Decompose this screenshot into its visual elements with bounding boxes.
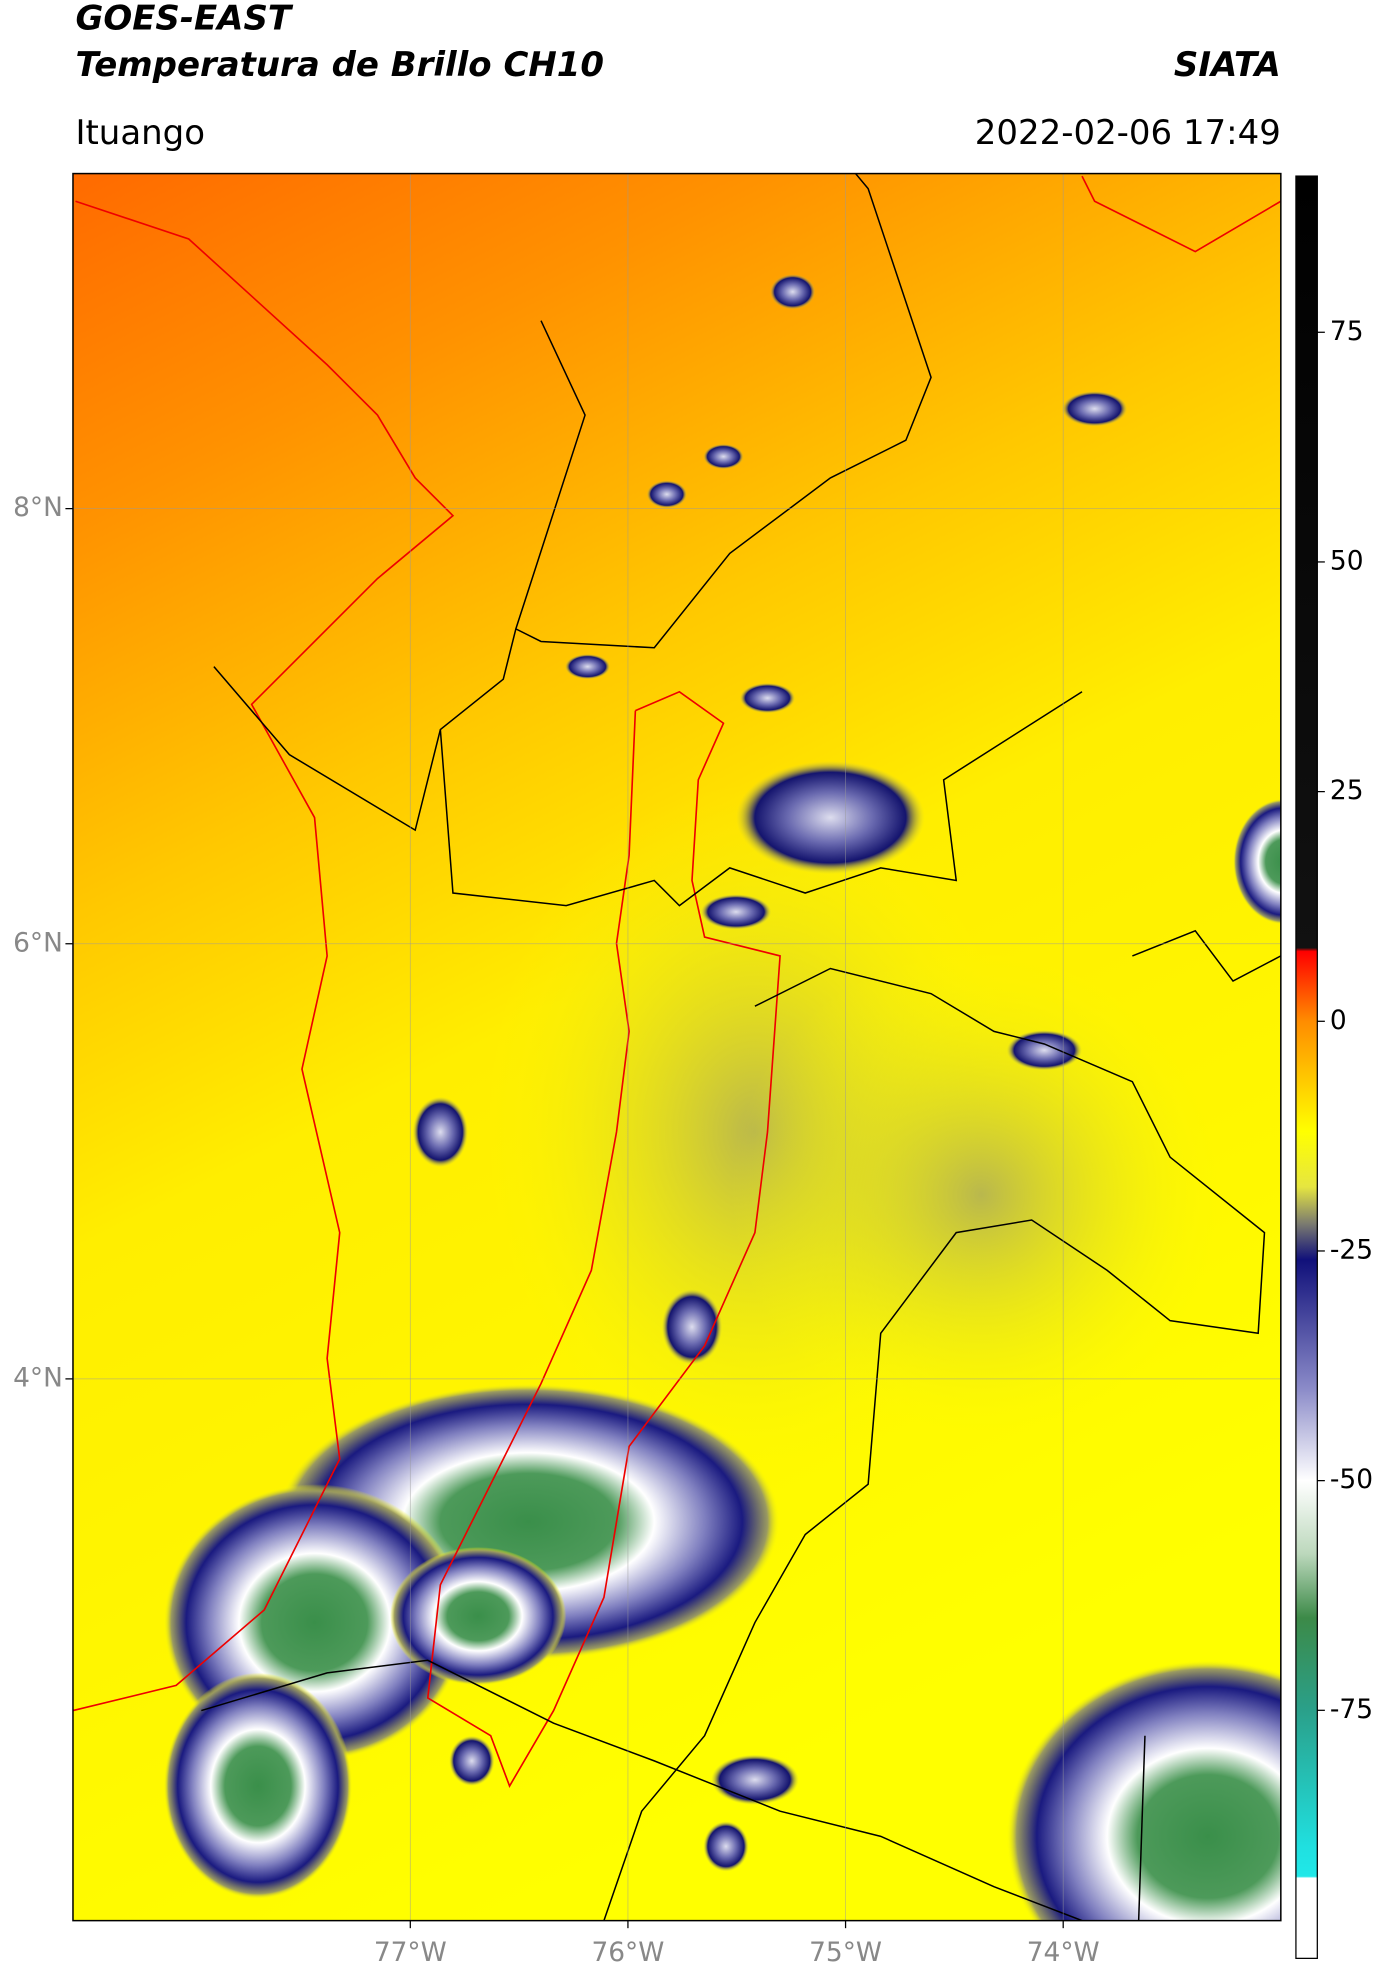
cloud bbox=[412, 1096, 469, 1168]
title: GOES-EAST bbox=[75, 0, 293, 39]
boundary bbox=[1137, 1735, 1146, 1921]
y-tick-label: 8°N bbox=[13, 492, 63, 523]
cloud bbox=[703, 443, 744, 470]
boundary bbox=[1132, 929, 1281, 983]
map-frame bbox=[72, 172, 1282, 1922]
x-tick-label: 77°W bbox=[374, 1937, 447, 1968]
border bbox=[1081, 175, 1281, 253]
department-outline bbox=[426, 690, 781, 1788]
y-tick-label: 4°N bbox=[13, 1362, 63, 1393]
boundary bbox=[439, 691, 1083, 907]
cloud bbox=[1233, 798, 1281, 925]
cloud bbox=[710, 1754, 799, 1805]
cloud bbox=[1061, 391, 1128, 427]
cloud bbox=[1006, 1030, 1083, 1071]
colorbar-tick-label: 25 bbox=[1330, 775, 1364, 806]
cloud bbox=[646, 480, 687, 509]
cloud bbox=[163, 1672, 353, 1900]
grid bbox=[65, 173, 1281, 1929]
coastline bbox=[72, 200, 455, 1712]
colorbar bbox=[1295, 175, 1318, 1959]
boundary bbox=[213, 628, 517, 832]
cloud bbox=[661, 1289, 723, 1365]
boundary bbox=[201, 1659, 1083, 1921]
location: Ituango bbox=[75, 113, 205, 153]
y-tick-label: 6°N bbox=[13, 927, 63, 958]
cloud bbox=[700, 894, 772, 930]
cloud bbox=[703, 1821, 749, 1872]
colorbar-tick-label: -75 bbox=[1330, 1694, 1373, 1725]
datetime: 2022-02-06 17:49 bbox=[975, 113, 1281, 153]
cloud bbox=[739, 682, 796, 714]
haze bbox=[729, 943, 1234, 1447]
cloud bbox=[736, 760, 925, 875]
x-tick-label: 74°W bbox=[1027, 1937, 1100, 1968]
cloud bbox=[564, 654, 611, 680]
cloud bbox=[449, 1735, 495, 1787]
colorbar-tick-label: -50 bbox=[1330, 1464, 1373, 1495]
subtitle: Temperatura de Brillo CH10 bbox=[75, 45, 604, 85]
cloud bbox=[390, 1547, 567, 1686]
brand: SIATA bbox=[1174, 45, 1281, 85]
cloud bbox=[770, 274, 816, 310]
map-image bbox=[72, 173, 1281, 1921]
x-tick-label: 76°W bbox=[591, 1937, 664, 1968]
colorbar-tick-label: 75 bbox=[1330, 316, 1364, 347]
boundary bbox=[603, 967, 1266, 1921]
colorbar-tick-label: -25 bbox=[1330, 1234, 1373, 1265]
x-tick-label: 75°W bbox=[809, 1937, 882, 1968]
colorbar-tick-label: 50 bbox=[1330, 545, 1364, 576]
colorbar-tick-label: 0 bbox=[1330, 1005, 1347, 1036]
boundary bbox=[514, 173, 932, 649]
